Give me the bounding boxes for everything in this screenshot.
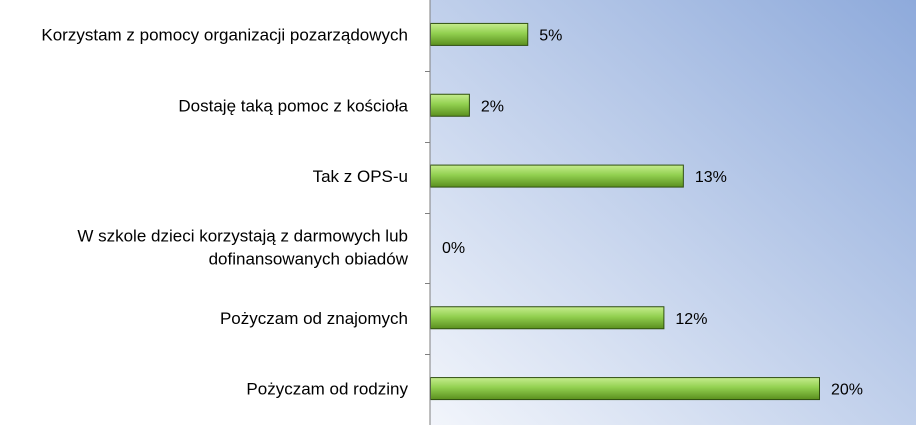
value-label: 13%	[695, 169, 727, 186]
category-label-line: Pożyczam od znajomych	[220, 309, 408, 328]
value-label: 0%	[442, 240, 465, 257]
plot-area	[430, 0, 916, 425]
value-labels: 5% 2% 13% 0% 12% 20%	[442, 27, 863, 398]
value-label: 2%	[481, 98, 504, 115]
category-label: Tak z OPS-u	[313, 167, 408, 186]
category-label: Pożyczam od znajomych	[220, 309, 408, 328]
y-axis	[425, 0, 431, 425]
value-label: 20%	[831, 382, 863, 399]
category-label-line: W szkole dzieci korzystają z darmowych l…	[77, 226, 408, 245]
category-label: Korzystam z pomocy organizacji pozarządo…	[41, 25, 408, 44]
category-label: Pożyczam od rodziny	[246, 380, 408, 399]
category-label: W szkole dzieci korzystają z darmowych l…	[77, 226, 408, 268]
category-label-line: Pożyczam od rodziny	[246, 380, 408, 399]
value-label: 5%	[539, 27, 562, 44]
category-label-line: Dostaję taką pomoc z kościoła	[178, 96, 408, 115]
category-label: Dostaję taką pomoc z kościoła	[178, 96, 408, 115]
category-label-line: Korzystam z pomocy organizacji pozarządo…	[41, 25, 408, 44]
bar	[430, 164, 684, 188]
bar	[430, 377, 820, 401]
category-label-line: Tak z OPS-u	[313, 167, 408, 186]
value-label: 12%	[675, 311, 707, 328]
bar	[430, 22, 529, 46]
category-labels: Korzystam z pomocy organizacji pozarządo…	[41, 25, 408, 398]
bar	[430, 93, 470, 117]
bar	[430, 306, 665, 330]
category-label-line: dofinansowanych obiadów	[209, 249, 409, 268]
